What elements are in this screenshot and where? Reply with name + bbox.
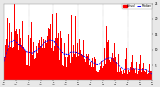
Legend: Actual, Median: Actual, Median: [122, 4, 152, 9]
